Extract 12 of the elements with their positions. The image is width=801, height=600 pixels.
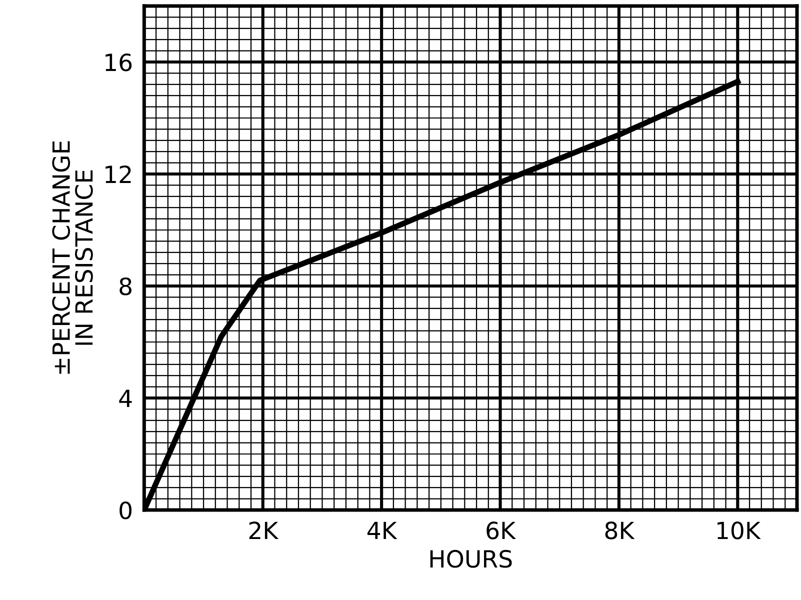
x-tick-label: 10K <box>717 522 761 540</box>
y-tick-label: 0 <box>120 501 132 520</box>
x-tick-label: 2K <box>249 522 279 540</box>
x-tick-label: 8K <box>605 522 635 540</box>
x-axis-title: HOURS <box>430 550 512 568</box>
x-tick-label: 6K <box>486 522 516 540</box>
y-tick-label: 4 <box>119 390 132 407</box>
x-tick-label: 4K <box>367 522 398 540</box>
y-tick-label: 12 <box>106 165 131 183</box>
y-tick-label: 8 <box>120 277 132 296</box>
y-axis-title: ±PERCENT CHANGE IN RESISTANCE <box>52 141 93 374</box>
y-tick-label: 16 <box>106 53 132 72</box>
